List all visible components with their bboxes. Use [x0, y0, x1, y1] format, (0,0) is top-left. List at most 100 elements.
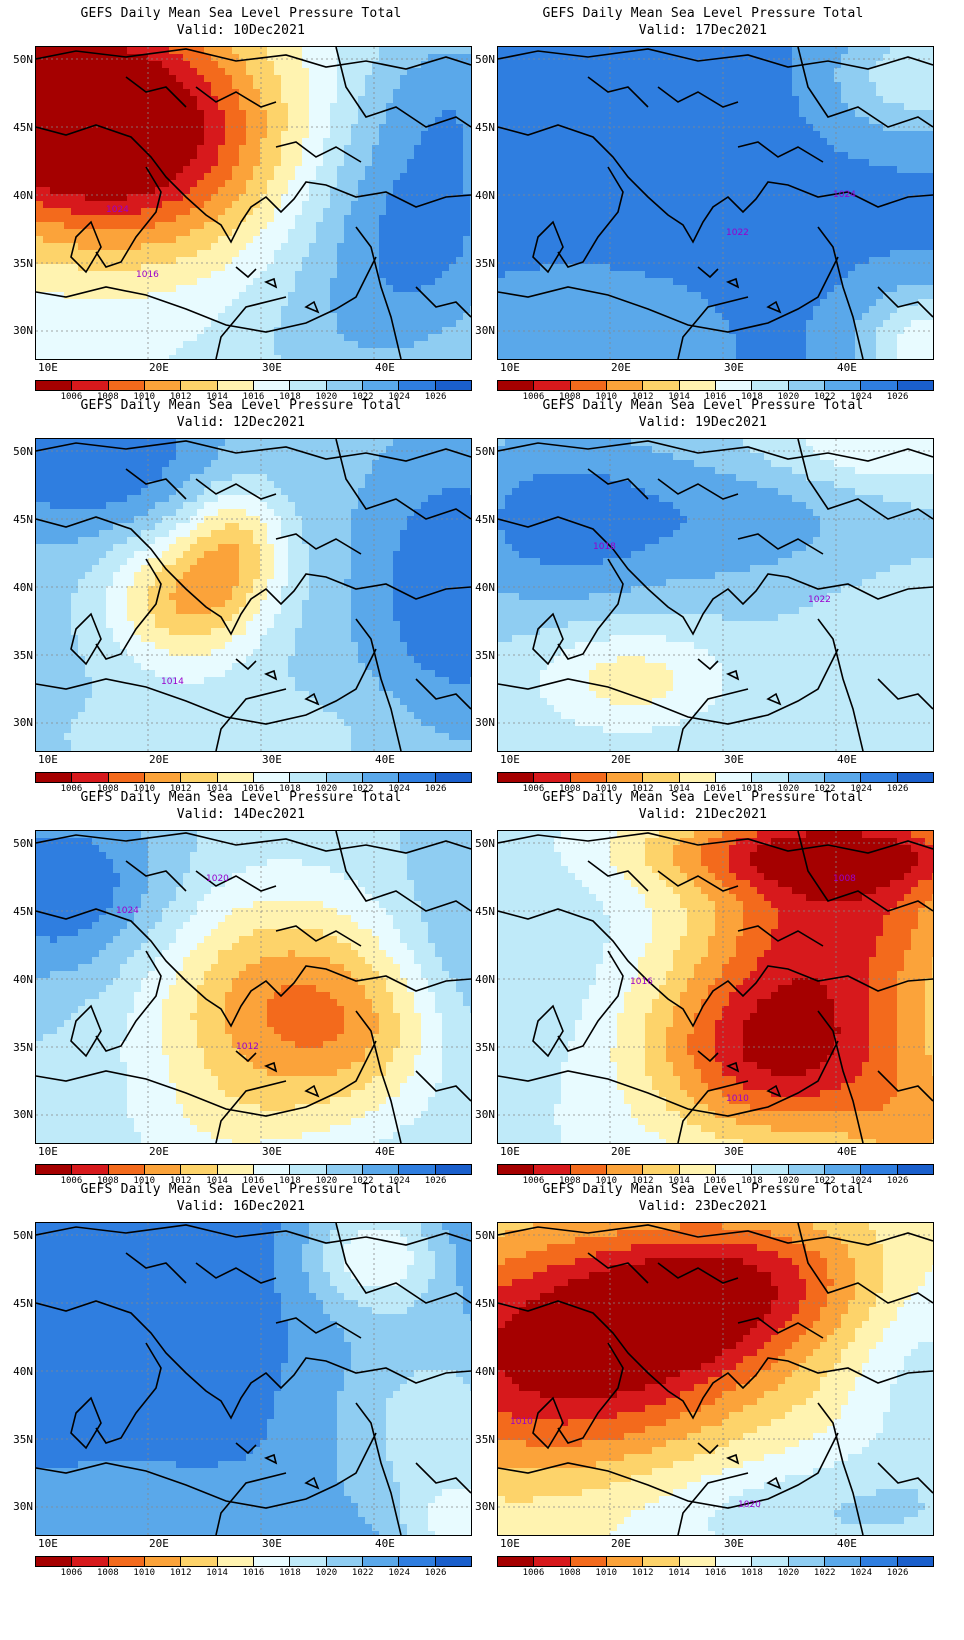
- coastline: [304, 1476, 320, 1490]
- lon-label-40e: 40E: [375, 754, 395, 766]
- colorbar-label: 1008: [97, 1568, 119, 1578]
- colorbar-label: 1026: [887, 784, 909, 794]
- coastline: [498, 1300, 933, 1420]
- coastline: [95, 166, 162, 268]
- map-panel-4: GEFS Daily Mean Sea Level Pressure Total…: [462, 392, 944, 802]
- colorbar-label: 1026: [887, 1176, 909, 1186]
- colorbar-swatch: [399, 1165, 436, 1174]
- lon-label-40e: 40E: [837, 362, 857, 374]
- colorbar-swatch: [788, 381, 825, 390]
- lat-label-30n: 30N: [4, 1109, 33, 1121]
- lat-label-45n: 45N: [4, 1298, 33, 1310]
- panel-title: GEFS Daily Mean Sea Level Pressure Total: [462, 1182, 944, 1198]
- coastline: [215, 1080, 287, 1143]
- coastline: [36, 48, 471, 70]
- colorbar-swatch: [498, 381, 535, 390]
- colorbar-label: 1012: [632, 1568, 654, 1578]
- lat-label-45n: 45N: [4, 122, 33, 134]
- colorbar-swatch: [498, 1557, 535, 1566]
- lat-label-30n: 30N: [4, 325, 33, 337]
- coastline: [877, 678, 933, 710]
- colorbar-label: 1010: [595, 392, 617, 402]
- colorbar-label: 1026: [425, 392, 447, 402]
- coastline: [817, 226, 864, 359]
- colorbar-label: 1008: [97, 784, 119, 794]
- colorbar-label: 1022: [814, 1176, 836, 1186]
- coastline: [70, 1396, 102, 1450]
- colorbar-label: 1006: [523, 1176, 545, 1186]
- colorbar-swatch: [326, 773, 363, 782]
- map-panel-1: GEFS Daily Mean Sea Level Pressure Total…: [0, 0, 482, 410]
- colorbar-label: 1022: [814, 392, 836, 402]
- colorbar: [35, 772, 472, 783]
- coastline: [335, 1223, 471, 1304]
- lat-label-50n: 50N: [4, 838, 33, 850]
- colorbar-label: 1024: [388, 1176, 410, 1186]
- lon-label-10e: 10E: [500, 362, 520, 374]
- colorbar-label: 1016: [243, 392, 265, 402]
- coastline: [36, 1040, 377, 1117]
- colorbar-label: 1016: [705, 1176, 727, 1186]
- lat-label-30n: 30N: [466, 717, 495, 729]
- panel-title: GEFS Daily Mean Sea Level Pressure Total: [0, 398, 482, 414]
- colorbar-label: 1024: [388, 392, 410, 402]
- coastline: [36, 832, 471, 854]
- colorbar-swatch: [788, 1557, 825, 1566]
- colorbar-label: 1024: [850, 392, 872, 402]
- colorbar-swatch: [362, 1557, 400, 1566]
- contour-label: 1010: [510, 1417, 533, 1427]
- contour-label: 1022: [808, 595, 831, 605]
- contour-label: 1016: [136, 270, 159, 280]
- coastline: [235, 1442, 257, 1455]
- coastline: [304, 1084, 320, 1098]
- coastline: [304, 692, 320, 706]
- coastline: [125, 468, 187, 500]
- colorbar-swatch: [108, 773, 145, 782]
- coastline: [195, 1262, 277, 1284]
- coastline: [70, 220, 102, 274]
- coastline: [498, 256, 839, 333]
- colorbar-label: 1016: [705, 392, 727, 402]
- lat-label-30n: 30N: [4, 1501, 33, 1513]
- coastline: [498, 648, 839, 725]
- colorbar-label: 1014: [668, 1176, 690, 1186]
- coastline: [726, 1061, 740, 1073]
- lat-label-35n: 35N: [466, 1434, 495, 1446]
- colorbar-swatch: [752, 773, 789, 782]
- colorbar-label: 1010: [595, 784, 617, 794]
- colorbar-swatch: [534, 773, 571, 782]
- coastline: [264, 1453, 278, 1465]
- panel-valid-date: Valid: 10Dec2021: [0, 23, 482, 39]
- coastline: [304, 300, 320, 314]
- panel-valid-date: Valid: 19Dec2021: [462, 415, 944, 431]
- coastline: [335, 831, 471, 912]
- lon-label-30e: 30E: [724, 1146, 744, 1158]
- colorbar-label: 1006: [61, 784, 83, 794]
- contour-label: 1018: [593, 542, 616, 552]
- pressure-map-svg: 1024 1016: [36, 47, 471, 359]
- coastline: [557, 950, 624, 1052]
- colorbar-label: 1022: [814, 784, 836, 794]
- colorbar-swatch: [72, 381, 109, 390]
- pressure-map-svg: 1010 1020: [498, 1223, 933, 1535]
- map-area: [35, 1222, 472, 1536]
- lat-label-50n: 50N: [466, 446, 495, 458]
- lon-label-10e: 10E: [500, 754, 520, 766]
- lon-label-10e: 10E: [38, 1538, 58, 1550]
- colorbar-swatch: [108, 381, 145, 390]
- coastline: [587, 76, 649, 108]
- coastline: [766, 692, 782, 706]
- colorbar-label: 1022: [352, 1176, 374, 1186]
- lat-label-50n: 50N: [466, 838, 495, 850]
- coastline: [36, 1432, 377, 1509]
- colorbar-swatch: [217, 1165, 254, 1174]
- coastline: [335, 47, 471, 128]
- colorbar-label: 1012: [170, 784, 192, 794]
- colorbar-label: 1010: [133, 784, 155, 794]
- panel-valid-date: Valid: 16Dec2021: [0, 1199, 482, 1215]
- colorbar-swatch: [36, 773, 73, 782]
- pressure-map-svg: 1024 1022: [498, 47, 933, 359]
- colorbar-swatch: [897, 773, 933, 782]
- map-area: 1010 1020: [497, 1222, 934, 1536]
- colorbar-swatch: [498, 773, 535, 782]
